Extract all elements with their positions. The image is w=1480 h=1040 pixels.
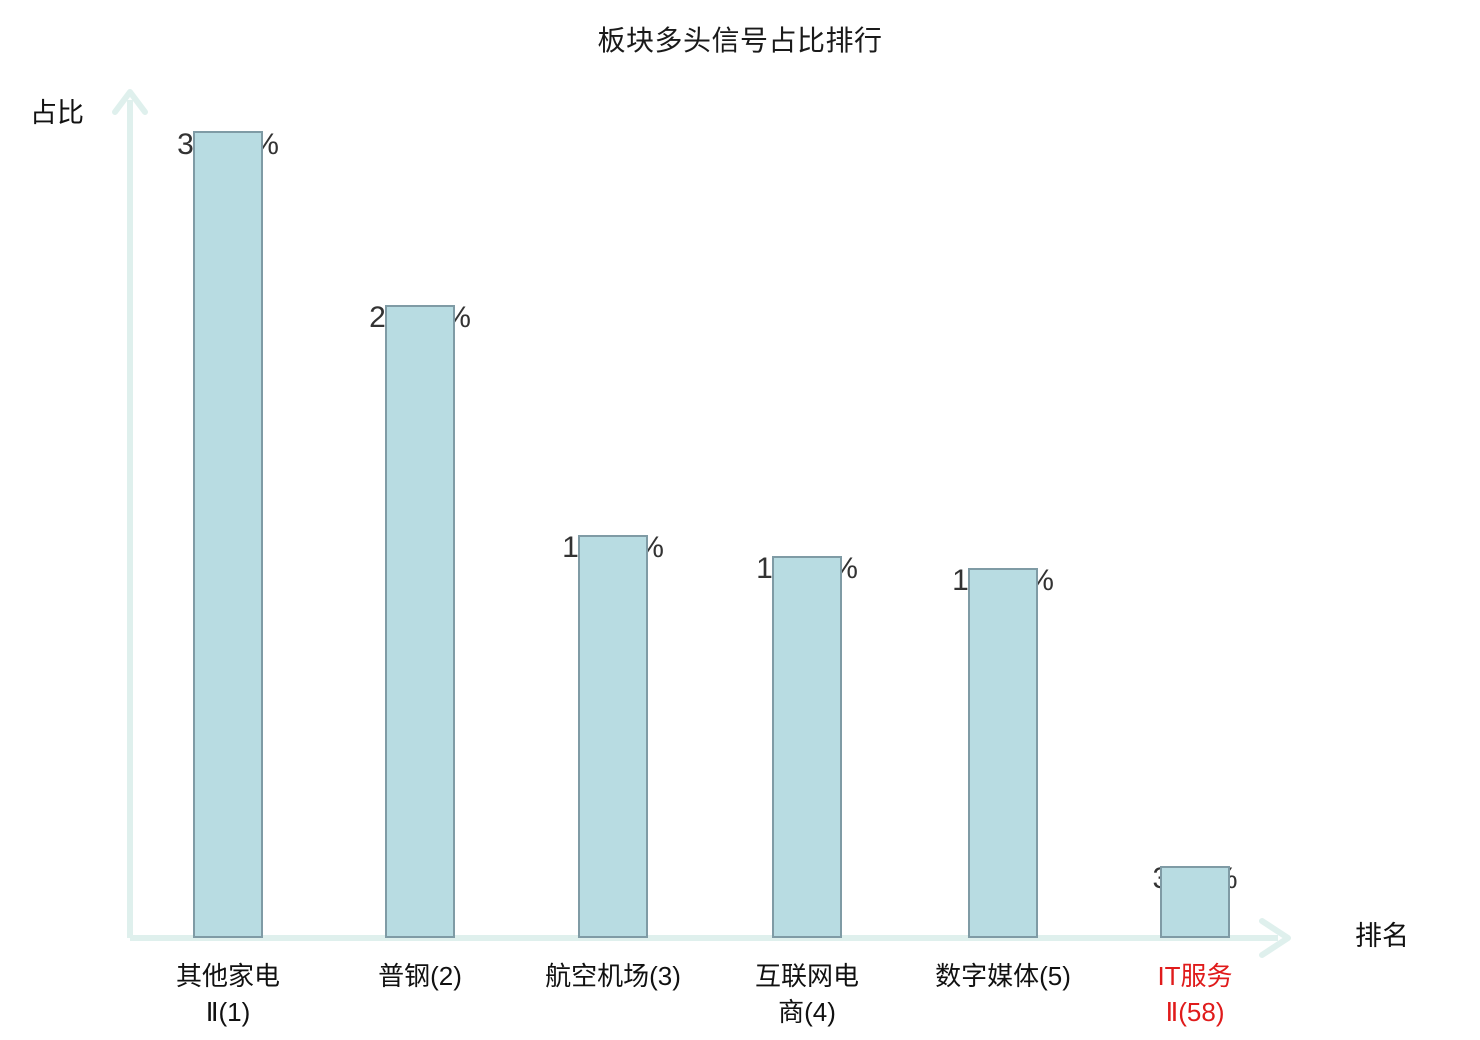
category-label-1[interactable]: 其他家电 Ⅱ(1) [130, 958, 326, 1030]
bar-rect-4[interactable] [772, 556, 842, 938]
category-label-3-line-1: 航空机场(3) [545, 961, 681, 991]
bar-slot-5: 15.38% [905, 86, 1101, 938]
chart-title: 板块多头信号占比排行 [597, 25, 883, 56]
category-label-5-line-1: 数字媒体(5) [935, 961, 1071, 991]
category-label-6[interactable]: IT服务 Ⅱ(58) [1097, 958, 1293, 1030]
category-label-4[interactable]: 互联网电 商(4) [709, 958, 905, 1030]
bar-slot-3: 16.67% [515, 86, 711, 938]
category-label-4-line-1: 互联网电 [754, 961, 859, 991]
category-label-5[interactable]: 数字媒体(5) [905, 958, 1101, 994]
category-label-2-line-1: 普钢(2) [378, 961, 462, 991]
bar-rect-2[interactable] [385, 305, 455, 938]
bar-rect-3[interactable] [578, 535, 648, 938]
bar-slot-4: 15.79% [709, 86, 905, 938]
plot-area: 33.33% 26.09% 16.67% 15.79% 15.38% 3.05% [130, 86, 1290, 938]
bar-rect-6[interactable] [1160, 866, 1230, 938]
category-label-6-line-2: Ⅱ(58) [1165, 997, 1225, 1027]
bar-rect-5[interactable] [968, 568, 1038, 938]
bar-slot-2: 26.09% [322, 86, 518, 938]
category-label-4-line-2: 商(4) [778, 997, 836, 1027]
bar-rect-1[interactable] [193, 131, 263, 938]
category-label-1-line-2: Ⅱ(1) [205, 997, 251, 1027]
category-label-2[interactable]: 普钢(2) [322, 958, 518, 994]
bar-slot-6: 3.05% [1097, 86, 1293, 938]
x-axis-title: 排名 [1355, 921, 1409, 951]
category-label-3[interactable]: 航空机场(3) [515, 958, 711, 994]
bar-slot-1: 33.33% [130, 86, 326, 938]
y-axis-title: 占比 [30, 98, 84, 128]
category-label-6-line-1: IT服务 [1157, 961, 1233, 991]
category-label-1-line-1: 其他家电 [175, 961, 280, 991]
